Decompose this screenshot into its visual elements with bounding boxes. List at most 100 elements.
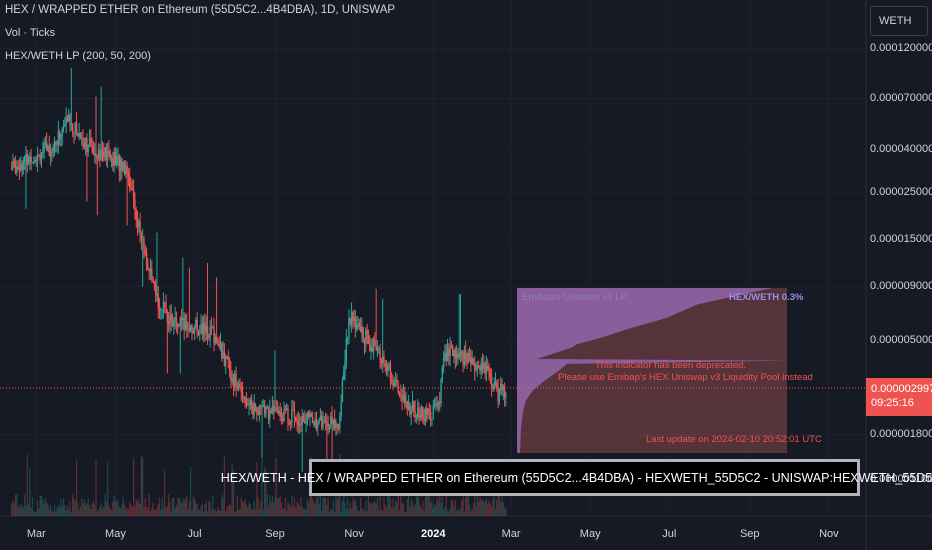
- lp-indicator-legend[interactable]: HEX/WETH LP (200, 50, 200): [5, 50, 151, 62]
- volume-bar: [17, 505, 19, 516]
- volume-bar: [59, 507, 61, 516]
- candle-body: [499, 384, 502, 389]
- volume-bar: [450, 500, 453, 516]
- candle-body: [123, 162, 126, 175]
- currency-selector[interactable]: WETH: [870, 6, 928, 36]
- volume-bar: [470, 511, 472, 516]
- volume-bar: [428, 496, 430, 516]
- candle-body: [436, 403, 438, 407]
- candle-body: [31, 162, 34, 164]
- volume-bar: [297, 502, 299, 516]
- candle-body: [58, 131, 61, 140]
- candle-body: [43, 143, 45, 153]
- volume-bar: [363, 511, 366, 516]
- candle-body: [502, 386, 504, 391]
- volume-bar: [273, 502, 275, 516]
- volume-bar: [156, 507, 158, 516]
- volume-bar: [322, 497, 324, 516]
- candle-body: [416, 407, 419, 417]
- volume-bar: [488, 500, 490, 516]
- volume-bar: [308, 502, 310, 516]
- candle-body: [320, 415, 323, 428]
- candle-body: [49, 151, 52, 157]
- candle-body: [372, 340, 375, 352]
- volume-bar: [212, 496, 214, 516]
- volume-bar: [82, 503, 84, 516]
- candle-body: [358, 323, 361, 327]
- candle-body: [492, 385, 494, 389]
- volume-bar: [170, 511, 172, 516]
- volume-bar: [216, 511, 218, 516]
- volume-bar: [66, 505, 69, 516]
- volume-legend[interactable]: Vol · Ticks: [5, 27, 56, 39]
- volume-bar: [502, 502, 504, 516]
- candle-body: [278, 410, 280, 414]
- candle-body: [385, 366, 388, 372]
- candle-body: [387, 365, 389, 372]
- volume-bar: [496, 499, 498, 516]
- candle-body: [222, 351, 224, 359]
- candle-body: [267, 407, 270, 419]
- volume-bar: [225, 511, 227, 516]
- volume-bar: [149, 510, 152, 516]
- volume-bar: [231, 464, 233, 516]
- candle-body: [86, 138, 88, 153]
- candle-body: [68, 115, 70, 122]
- volume-bar: [300, 497, 302, 516]
- volume-bar: [133, 458, 135, 516]
- candle-body: [353, 316, 355, 321]
- candle-body: [370, 346, 372, 351]
- candle-body: [435, 403, 437, 405]
- candle-body: [365, 330, 367, 344]
- volume-bar: [177, 497, 179, 516]
- volume-bar: [382, 511, 384, 516]
- candle-body: [323, 421, 325, 423]
- candle-body: [91, 143, 93, 147]
- candle-body: [461, 351, 463, 356]
- candle-body: [496, 382, 498, 389]
- candle-body: [397, 385, 399, 393]
- volume-bar: [139, 503, 141, 516]
- candle-body: [101, 149, 104, 152]
- time-axis-label: May: [105, 528, 126, 540]
- volume-bar: [335, 495, 337, 516]
- candle-body: [149, 268, 152, 273]
- volume-bar: [126, 507, 128, 516]
- volume-bar: [417, 494, 419, 516]
- volume-bar: [86, 503, 88, 516]
- volume-bar: [129, 501, 131, 516]
- candle-body: [431, 419, 433, 421]
- candle-body: [30, 156, 32, 164]
- candle-body: [498, 388, 501, 402]
- candle-body: [53, 141, 56, 147]
- candle-body: [378, 348, 380, 350]
- candle-body: [39, 155, 41, 161]
- candle-body: [243, 397, 245, 399]
- candle-body: [432, 405, 434, 420]
- candle-body: [450, 345, 453, 347]
- price-axis-label: 0.000001100: [870, 473, 932, 485]
- candle-body: [70, 124, 73, 126]
- candle-body: [95, 153, 97, 157]
- volume-bar: [296, 502, 298, 516]
- candle-body: [103, 151, 105, 158]
- candle-body: [472, 358, 475, 364]
- candle-body: [138, 221, 140, 227]
- volume-bar: [371, 504, 373, 516]
- candle-body: [476, 365, 479, 370]
- price-axis-label: 0.000070000: [870, 91, 932, 104]
- volume-bar: [457, 509, 459, 516]
- candle-body: [167, 321, 170, 325]
- candle-body: [454, 349, 456, 359]
- candle-body: [234, 373, 236, 387]
- candle-body: [336, 423, 338, 427]
- volume-bar: [52, 511, 54, 516]
- volume-bar: [491, 506, 493, 516]
- candle-body: [362, 326, 364, 339]
- candle-body: [459, 351, 462, 353]
- volume-bar: [164, 470, 166, 516]
- candle-body: [135, 210, 137, 221]
- volume-bar: [90, 508, 92, 516]
- candle-body: [440, 379, 442, 404]
- volume-bar: [461, 500, 463, 516]
